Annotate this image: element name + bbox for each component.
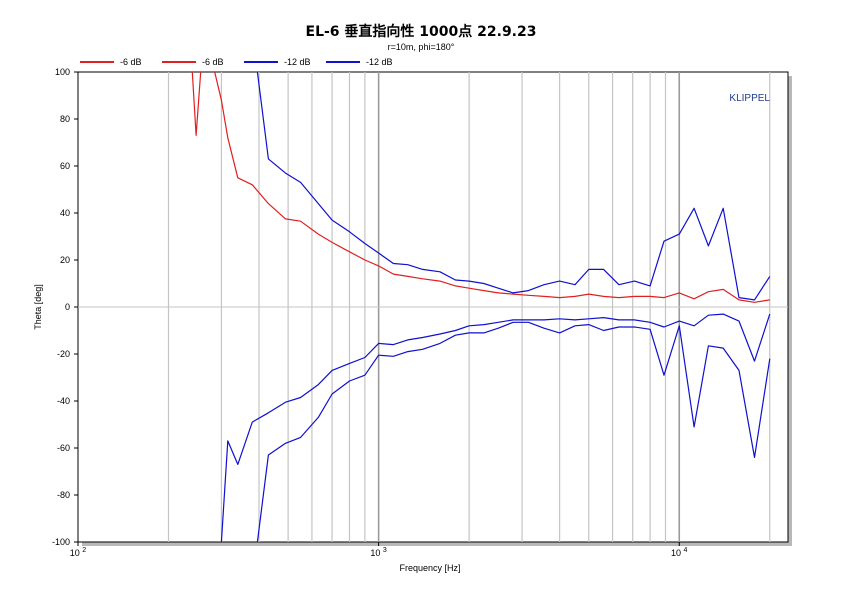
- y-tick-label: -60: [57, 443, 70, 453]
- y-tick-label: 20: [60, 255, 70, 265]
- x-axis-ticks: 10 2 10 3 10 4: [70, 542, 688, 558]
- series-line-5: [256, 321, 771, 542]
- x-tick-label: 10 4: [671, 547, 688, 558]
- series-lines: [191, 72, 771, 542]
- legend-label-3: -12 dB: [284, 57, 311, 67]
- y-tick-label: 100: [55, 67, 70, 77]
- series-line-1: [191, 72, 202, 136]
- y-axis-label: Theta [deg]: [33, 284, 43, 330]
- y-tick-label: 0: [65, 302, 70, 312]
- grid: [78, 72, 788, 542]
- y-tick-label: 60: [60, 161, 70, 171]
- y-axis-ticks: 100 80 60 40 20 0 -20 -40 -60 -80 -100: [52, 67, 78, 547]
- x-axis-label: Frequency [Hz]: [399, 563, 460, 573]
- series-line-4: [220, 313, 771, 542]
- klippel-watermark: KLIPPEL: [729, 93, 770, 104]
- y-tick-label: -40: [57, 396, 70, 406]
- chart-title: EL-6 垂直指向性 1000点 22.9.23: [306, 23, 537, 40]
- chart-subtitle: r=10m, phi=180°: [388, 42, 455, 52]
- series-line-3: [256, 72, 771, 301]
- legend-label-2: -6 dB: [202, 57, 224, 67]
- legend: -6 dB -6 dB -12 dB -12 dB: [80, 57, 393, 67]
- x-tick-label: 10 3: [370, 547, 387, 558]
- legend-label-4: -12 dB: [366, 57, 393, 67]
- x-tick-label: 10 2: [70, 547, 87, 558]
- series-line-2: [214, 72, 770, 303]
- y-tick-label: 40: [60, 208, 70, 218]
- y-tick-label: 80: [60, 114, 70, 124]
- legend-label-1: -6 dB: [120, 57, 142, 67]
- y-tick-label: -20: [57, 349, 70, 359]
- y-tick-label: -100: [52, 537, 70, 547]
- y-tick-label: -80: [57, 490, 70, 500]
